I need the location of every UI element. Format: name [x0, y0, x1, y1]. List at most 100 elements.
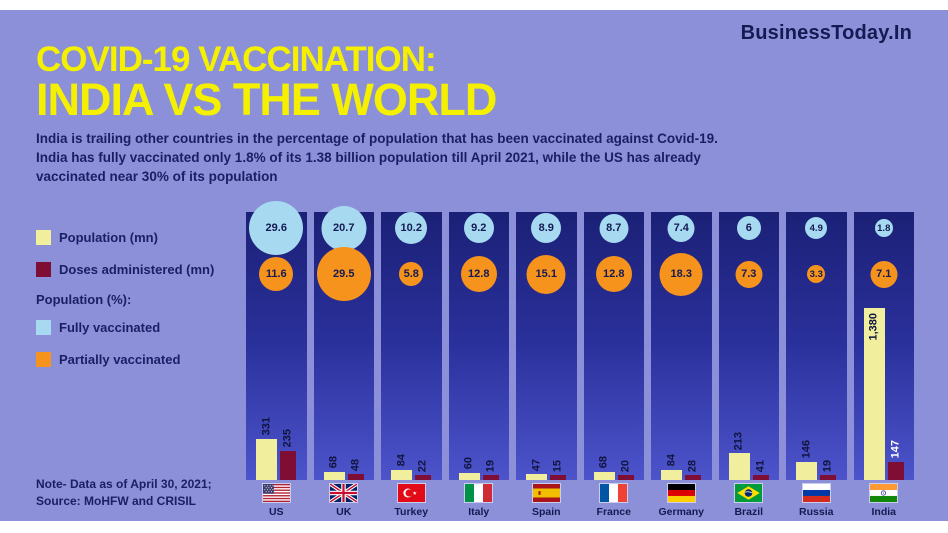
bar-group-brazil: 213 41 [719, 432, 780, 480]
note-line-2: Source: MoHFW and CRISIL [36, 494, 196, 509]
flag-russia-icon [802, 484, 830, 502]
fully-vaccinated-bubble-india: 1.8 [874, 219, 893, 237]
country-germany: Germany [651, 484, 712, 518]
flag-uk-icon [330, 484, 358, 502]
country-india: India [854, 484, 915, 518]
population-bar-brazil: 213 [728, 432, 750, 480]
fully-vaccinated-bubble-uk: 20.7 [321, 205, 367, 251]
legend-item-population: Population (mn) [36, 228, 214, 246]
country-italy: Italy [449, 484, 510, 518]
country-label-italy: Italy [468, 506, 490, 518]
doses-bar-germany: 28 [685, 460, 702, 480]
doses-bar-france: 20 [617, 460, 634, 480]
fully-vaccinated-bubble-france: 8.7 [599, 213, 629, 243]
doses-bar-value-india: 147 [889, 440, 902, 459]
bar-group-us: 331 235 [246, 417, 307, 480]
population-bar-us: 331 [256, 417, 278, 480]
population-bar-value-india: 1,380 [867, 312, 880, 341]
doses-bar-brazil: 41 [752, 460, 769, 480]
partially-vaccinated-bubble-us: 11.6 [259, 257, 294, 291]
partially-vaccinated-bubble-germany: 18.3 [659, 252, 703, 296]
legend-item-fully: Fully vaccinated [36, 318, 214, 336]
country-spain: Spain [516, 484, 577, 518]
partially-vaccinated-bubble-turkey: 5.8 [399, 262, 424, 286]
partially-vaccinated-bubble-russia: 3.3 [807, 265, 826, 283]
bar-group-russia: 146 19 [786, 440, 847, 480]
partially-vaccinated-bubble-spain: 15.1 [526, 254, 566, 294]
population-bar-value-italy: 60 [462, 457, 475, 470]
legend-doses-label: Doses administered (mn) [59, 261, 215, 277]
fully-vaccinated-bubble-brazil: 6 [736, 216, 761, 240]
fully-vaccinated-bubble-turkey: 10.2 [395, 212, 428, 244]
partially-vaccinated-bubble-uk: 29.5 [316, 247, 371, 301]
flag-india-icon [870, 484, 898, 502]
population-bar-russia: 146 [796, 440, 818, 480]
fully-vaccinated-bubble-russia: 4.9 [805, 217, 828, 239]
population-bar-italy: 60 [458, 457, 480, 480]
country-russia: Russia [786, 484, 847, 518]
chart-column-us: 29.6 11.6 331 235 [246, 201, 307, 480]
country-label-france: France [596, 506, 631, 518]
bar-group-turkey: 84 22 [381, 454, 442, 480]
doses-bar-value-germany: 28 [686, 459, 699, 472]
population-bar-value-russia: 146 [800, 440, 813, 459]
population-bar-germany: 84 [661, 454, 683, 480]
country-label-germany: Germany [658, 506, 705, 518]
note-line-1: Note- Data as of April 30, 2021; [36, 477, 212, 491]
doses-bar-turkey: 22 [415, 460, 432, 480]
subtitle: India is trailing other countries in the… [36, 130, 718, 187]
partially-vaccinated-bubble-italy: 12.8 [460, 256, 497, 292]
flag-france-icon [600, 484, 628, 502]
country-uk: UK [314, 484, 375, 518]
doses-bar-us: 235 [280, 429, 297, 480]
country-label-us: US [268, 506, 284, 518]
chart-columns: 29.6 11.6 331 235 20.7 29.5 68 48 10.2 5.8 84 22 9.2… [246, 201, 914, 480]
bar-group-uk: 68 48 [314, 456, 375, 480]
doses-bar-italy: 19 [482, 460, 499, 480]
flag-us-icon [262, 484, 290, 502]
country-label-russia: Russia [799, 506, 834, 518]
doses-swatch-icon [36, 261, 51, 277]
population-bar-value-turkey: 84 [395, 454, 408, 467]
chart-column-russia: 4.9 3.3 146 19 [786, 212, 847, 480]
country-label-india: India [871, 506, 896, 518]
partially-vaccinated-bubble-brazil: 7.3 [735, 260, 763, 288]
doses-bar-value-turkey: 22 [416, 459, 429, 472]
population-swatch-icon [36, 229, 51, 245]
partially-vaccinated-swatch-icon [36, 351, 51, 367]
doses-bar-spain: 15 [550, 460, 567, 480]
subtitle-line-1: India is trailing other countries in the… [36, 131, 718, 146]
legend-population-pct-header: Population (%): [36, 292, 132, 307]
doses-bar-value-brazil: 41 [754, 459, 767, 472]
fully-vaccinated-bubble-us: 29.6 [249, 201, 304, 255]
doses-bar-value-russia: 19 [821, 459, 834, 472]
population-bar-india: 1,380 [863, 307, 885, 480]
legend-partially-label: Partially vaccinated [59, 351, 181, 367]
doses-bar-value-italy: 19 [484, 459, 497, 472]
bar-group-italy: 60 19 [449, 457, 510, 480]
country-us: US [246, 484, 307, 518]
population-bar-value-brazil: 213 [732, 432, 745, 451]
population-bar-value-uk: 68 [327, 456, 340, 469]
doses-bar-india: 147 [887, 440, 904, 480]
partially-vaccinated-bubble-france: 12.8 [595, 256, 632, 292]
fully-vaccinated-bubble-italy: 9.2 [463, 213, 494, 243]
doses-bar-uk: 48 [347, 459, 364, 480]
legend-population-label: Population (mn) [59, 229, 158, 245]
title-line2: INDIA VS THE WORLD [36, 74, 497, 125]
chart-column-uk: 20.7 29.5 68 48 [313, 205, 375, 480]
doses-bar-value-france: 20 [619, 459, 632, 472]
country-france: France [584, 484, 645, 518]
legend-item-doses: Doses administered (mn) [36, 260, 214, 278]
country-label-uk: UK [336, 506, 352, 518]
chart-column-france: 8.7 12.8 68 20 [583, 212, 644, 480]
chart-column-spain: 8.9 15.1 47 15 [516, 212, 577, 480]
doses-bar-value-uk: 48 [349, 458, 362, 471]
population-bar-value-france: 68 [597, 456, 610, 469]
infographic-canvas: BusinessToday.In COVID-19 VACCINATION: I… [0, 10, 948, 521]
population-bar-turkey: 84 [391, 454, 413, 480]
population-bar-spain: 47 [526, 459, 548, 480]
country-label-turkey: Turkey [394, 506, 429, 518]
country-label-spain: Spain [531, 506, 561, 518]
chart-column-india: 1.8 7.1 1,380 147 [853, 212, 914, 480]
